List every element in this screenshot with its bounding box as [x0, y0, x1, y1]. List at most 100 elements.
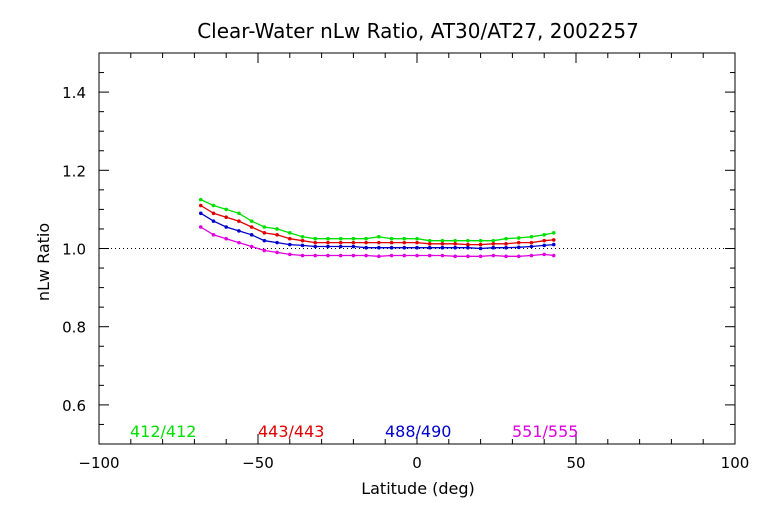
data-point [249, 219, 254, 223]
data-point [542, 233, 546, 237]
x-tick-label: −50 [242, 454, 274, 472]
x-tick-label: 0 [412, 454, 422, 472]
data-point [440, 242, 445, 246]
data-point [288, 236, 292, 241]
data-point [300, 243, 305, 248]
y-tick-label: 0.8 [62, 319, 86, 337]
data-point [389, 253, 394, 258]
data-point [211, 233, 216, 237]
legend-entry: 551/555 [512, 422, 578, 441]
data-point [249, 233, 254, 237]
data-point [211, 203, 216, 208]
data-point [249, 225, 254, 229]
data-point [542, 252, 546, 257]
data-point [415, 253, 419, 258]
data-point [478, 242, 483, 247]
data-point [529, 234, 534, 239]
data-point [338, 244, 343, 249]
data-point [364, 245, 368, 250]
data-point [326, 244, 330, 249]
data-point [478, 246, 483, 251]
data-point [198, 203, 203, 208]
data-point [453, 245, 457, 250]
data-point [516, 254, 521, 259]
chart-title: Clear-Water nLw Ratio, AT30/AT27, 200225… [197, 19, 639, 43]
x-axis-label: Latitude (deg) [361, 479, 475, 498]
data-point [211, 211, 216, 216]
series-layer [198, 197, 556, 259]
data-point [453, 242, 457, 246]
y-tick-label: 1.0 [62, 241, 86, 259]
data-point [288, 231, 292, 235]
data-point [198, 225, 203, 229]
data-point [529, 244, 534, 249]
x-tick-label: 50 [566, 454, 585, 472]
axis-ticks: −100 −50 0 50 100 0.6 0.8 1.0 1.2 1.4 [62, 53, 749, 472]
data-point [402, 253, 407, 258]
data-point [516, 245, 521, 250]
data-point [224, 236, 228, 241]
data-point [551, 231, 556, 235]
data-point [415, 245, 419, 250]
data-point [466, 254, 470, 259]
data-point [551, 253, 556, 258]
series-line-412-412 [200, 199, 554, 242]
data-point [466, 245, 470, 250]
data-point [453, 254, 457, 259]
y-tick-label: 1.4 [62, 84, 86, 102]
data-point [249, 244, 254, 249]
data-point [389, 240, 394, 245]
data-point [516, 236, 521, 240]
data-point [529, 240, 534, 245]
data-point [427, 238, 432, 243]
data-point [440, 245, 445, 250]
data-point [351, 240, 356, 245]
data-point [427, 245, 432, 250]
data-point [504, 242, 508, 246]
data-point [427, 242, 432, 246]
data-point [338, 253, 343, 258]
data-point [402, 240, 407, 245]
data-point [275, 240, 279, 245]
data-point [504, 254, 508, 259]
data-point [237, 211, 241, 216]
data-point [262, 248, 267, 253]
data-point [453, 238, 457, 243]
data-point [466, 238, 470, 243]
data-point [377, 254, 381, 259]
data-point [224, 207, 228, 212]
data-point [300, 253, 305, 258]
data-point [440, 253, 445, 258]
data-point [351, 253, 356, 258]
data-point [516, 240, 521, 245]
data-point [389, 245, 394, 250]
y-axis-label: nLw Ratio [34, 223, 53, 301]
data-point [402, 245, 407, 250]
data-point [237, 219, 241, 223]
data-point [313, 253, 318, 258]
data-point [198, 197, 203, 202]
y-tick-label: 1.2 [62, 162, 86, 180]
data-point [262, 225, 267, 229]
data-point [440, 238, 445, 243]
x-tick-label: −100 [78, 454, 119, 472]
data-point [364, 236, 368, 241]
data-point [529, 253, 534, 258]
data-point [211, 219, 216, 223]
data-point [224, 225, 228, 229]
data-point [389, 236, 394, 241]
data-point [275, 250, 279, 255]
data-point [275, 233, 279, 237]
data-point [415, 236, 419, 241]
data-point [326, 236, 330, 241]
series-line-443-443 [200, 204, 554, 246]
data-point [491, 238, 496, 243]
data-point [237, 240, 241, 245]
data-point [224, 215, 228, 220]
data-point [338, 236, 343, 241]
data-point [313, 236, 318, 241]
y-tick-label: 0.6 [62, 397, 86, 415]
data-point [288, 252, 292, 257]
data-point [478, 238, 483, 243]
